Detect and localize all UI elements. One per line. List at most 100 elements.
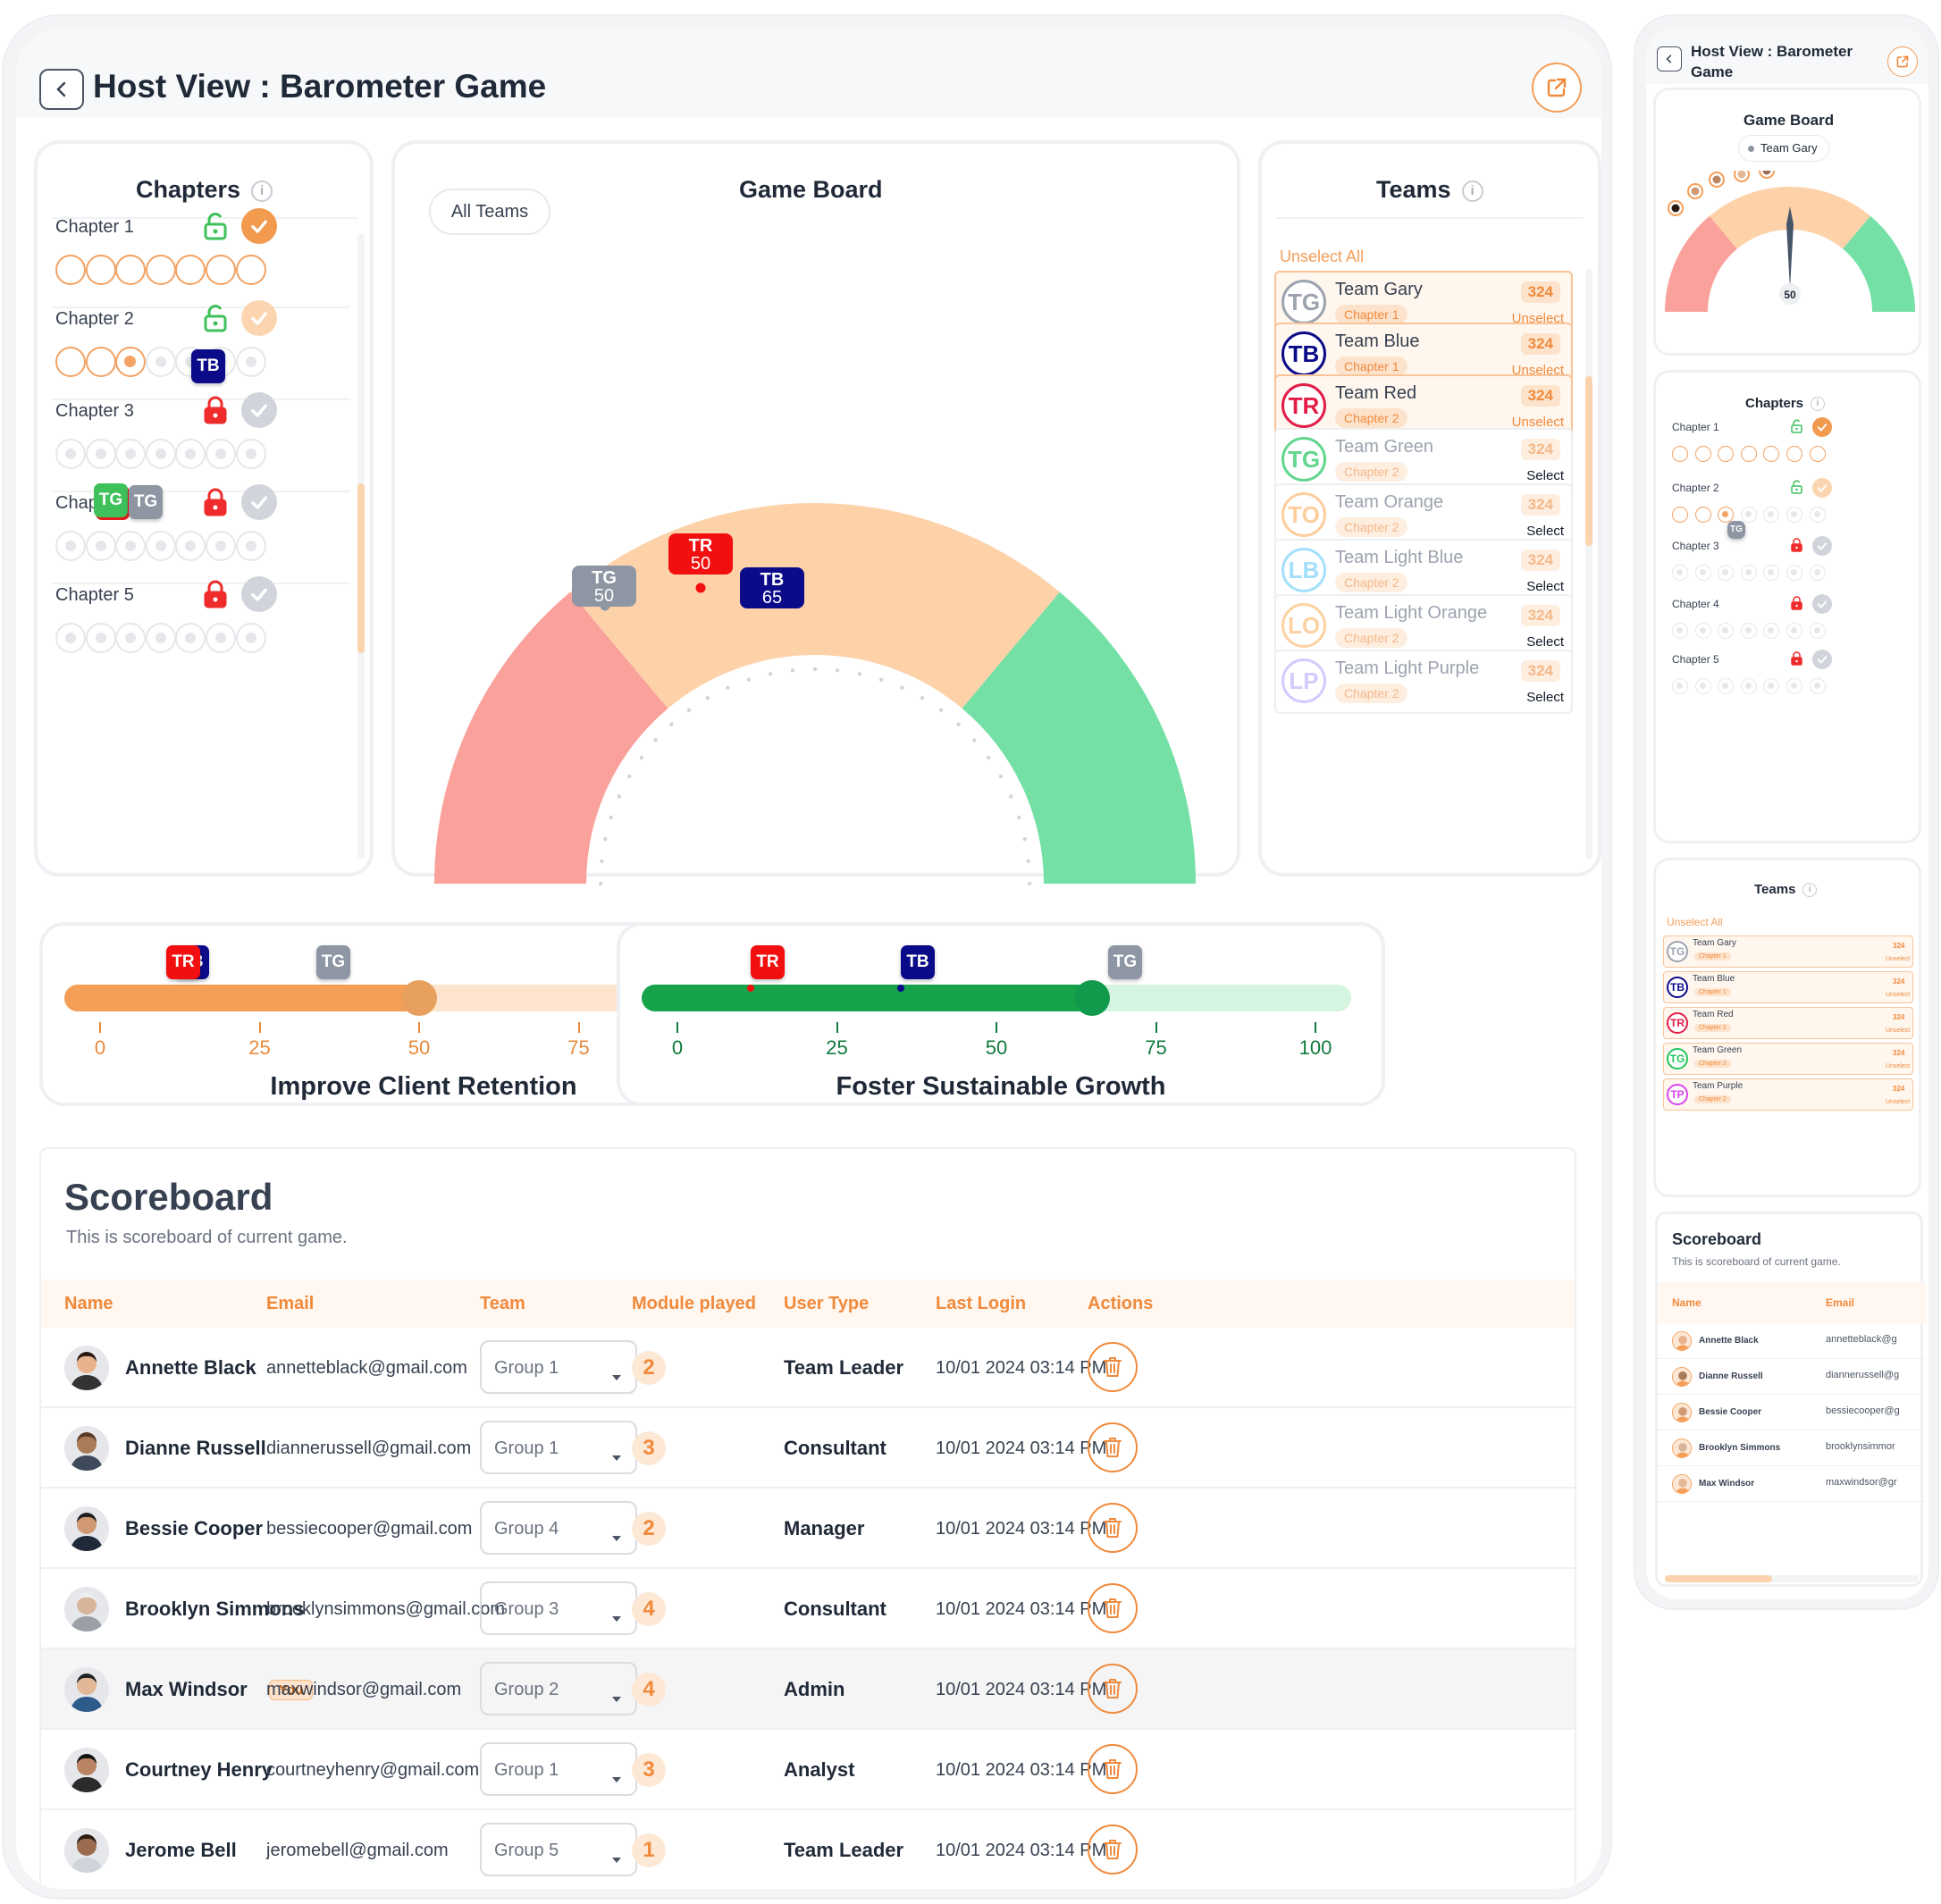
- progress-dot[interactable]: [1763, 446, 1780, 462]
- progress-dot[interactable]: [1786, 507, 1802, 523]
- team-select[interactable]: Group 2: [480, 1662, 637, 1715]
- progress-dot[interactable]: [1672, 507, 1688, 523]
- info-icon[interactable]: i: [1461, 180, 1483, 202]
- teams-scrollbar[interactable]: [1585, 269, 1592, 859]
- mobile-unselect-all-link[interactable]: Unselect All: [1667, 916, 1723, 928]
- progress-dot[interactable]: [1672, 678, 1688, 694]
- chapters-scrollbar[interactable]: [357, 233, 365, 859]
- progress-dot[interactable]: [115, 255, 147, 285]
- progress-dot[interactable]: [206, 531, 236, 561]
- progress-dot[interactable]: [145, 255, 176, 285]
- progress-dot[interactable]: [1763, 507, 1780, 523]
- team-row[interactable]: LP Team Light Purple Chapter 2 324 Select: [1274, 650, 1573, 714]
- progress-dot[interactable]: [1740, 446, 1757, 462]
- team-select[interactable]: Group 1: [480, 1421, 637, 1474]
- progress-dot[interactable]: [85, 531, 116, 561]
- check-circle-icon[interactable]: [1812, 594, 1832, 614]
- unlock-icon[interactable]: [1790, 419, 1803, 438]
- progress-dot[interactable]: [115, 531, 147, 561]
- mobile-team-row[interactable]: TB Team Blue Chapter 1 324 Unselect: [1663, 971, 1913, 1003]
- progress-dot[interactable]: [55, 347, 86, 377]
- lock-icon[interactable]: [202, 396, 229, 424]
- progress-dot[interactable]: [85, 623, 116, 653]
- unselect-team-button[interactable]: Unselect: [1886, 956, 1911, 962]
- progress-dot[interactable]: [1740, 507, 1757, 523]
- unselect-team-button[interactable]: Unselect: [1886, 1027, 1911, 1034]
- progress-dot[interactable]: [235, 439, 266, 469]
- delete-button[interactable]: [1088, 1342, 1138, 1392]
- check-circle-icon[interactable]: [1812, 417, 1832, 437]
- progress-dot[interactable]: [235, 347, 266, 377]
- progress-dot[interactable]: [1694, 623, 1711, 639]
- team-select[interactable]: Group 3: [480, 1581, 637, 1635]
- progress-dot[interactable]: [115, 347, 147, 377]
- back-button[interactable]: [39, 69, 84, 110]
- check-circle-icon[interactable]: [241, 484, 277, 520]
- delete-button[interactable]: [1088, 1664, 1138, 1714]
- slider-track[interactable]: [642, 985, 1351, 1011]
- lock-icon[interactable]: [202, 488, 229, 516]
- progress-dot[interactable]: [145, 439, 176, 469]
- progress-dot[interactable]: [1809, 565, 1826, 581]
- mobile-team-row[interactable]: TG Team Gary Chapter 1 324 Unselect: [1663, 935, 1913, 968]
- unselect-team-button[interactable]: Unselect: [1511, 363, 1564, 378]
- progress-dot[interactable]: [1694, 565, 1711, 581]
- progress-dot[interactable]: [1786, 678, 1802, 694]
- progress-dot[interactable]: [1718, 507, 1735, 523]
- mobile-back-button[interactable]: [1657, 46, 1682, 71]
- progress-dot[interactable]: [1672, 565, 1688, 581]
- progress-dot[interactable]: [115, 439, 147, 469]
- progress-dot[interactable]: [235, 623, 266, 653]
- slider-handle[interactable]: [401, 980, 437, 1016]
- delete-button[interactable]: [1088, 1744, 1138, 1794]
- progress-dot[interactable]: [1718, 565, 1735, 581]
- mobile-team-filter[interactable]: Team Gary: [1738, 135, 1829, 162]
- mobile-open-external-button[interactable]: [1887, 46, 1918, 77]
- progress-dot[interactable]: [175, 255, 206, 285]
- team-row[interactable]: TG Team Gary Chapter 1 324 Unselect: [1274, 271, 1573, 335]
- team-row[interactable]: LB Team Light Blue Chapter 2 324 Select: [1274, 539, 1573, 603]
- check-circle-icon[interactable]: [241, 576, 277, 612]
- mobile-team-row[interactable]: TP Team Purple Chapter 2 324 Unselect: [1663, 1078, 1913, 1111]
- mobile-team-row[interactable]: TG Team Green Chapter 2 324 Unselect: [1663, 1043, 1913, 1075]
- progress-dot[interactable]: [115, 623, 147, 653]
- delete-button[interactable]: [1088, 1824, 1138, 1875]
- progress-dot[interactable]: [145, 531, 176, 561]
- progress-dot[interactable]: [175, 623, 206, 653]
- progress-dot[interactable]: [85, 255, 116, 285]
- progress-dot[interactable]: [1809, 678, 1826, 694]
- progress-dot[interactable]: [1718, 446, 1735, 462]
- check-circle-icon[interactable]: [241, 208, 277, 244]
- progress-dot[interactable]: [206, 623, 236, 653]
- progress-dot[interactable]: [1809, 623, 1826, 639]
- delete-button[interactable]: [1088, 1422, 1138, 1472]
- delete-button[interactable]: [1088, 1503, 1138, 1553]
- progress-dot[interactable]: [1786, 565, 1802, 581]
- select-team-button[interactable]: Select: [1526, 524, 1564, 539]
- check-circle-icon[interactable]: [1812, 650, 1832, 669]
- progress-dot[interactable]: [55, 623, 86, 653]
- progress-dot[interactable]: [55, 255, 86, 285]
- check-circle-icon[interactable]: [241, 300, 277, 336]
- progress-dot[interactable]: [1672, 446, 1688, 462]
- team-select[interactable]: Group 4: [480, 1501, 637, 1555]
- progress-dot[interactable]: [1694, 507, 1711, 523]
- team-select[interactable]: Group 1: [480, 1340, 637, 1394]
- unlock-icon[interactable]: [202, 304, 229, 332]
- check-circle-icon[interactable]: [241, 392, 277, 428]
- unlock-icon[interactable]: [1790, 480, 1803, 499]
- progress-dot[interactable]: [1694, 446, 1711, 462]
- gauge-marker-badge[interactable]: [740, 567, 804, 608]
- progress-dot[interactable]: [1809, 446, 1826, 462]
- progress-dot[interactable]: [235, 255, 266, 285]
- progress-dot[interactable]: [175, 531, 206, 561]
- progress-dot[interactable]: [1786, 446, 1802, 462]
- select-team-button[interactable]: Select: [1526, 579, 1564, 594]
- progress-dot[interactable]: [1763, 565, 1780, 581]
- unselect-team-button[interactable]: Unselect: [1886, 1099, 1911, 1105]
- check-circle-icon[interactable]: [1812, 536, 1832, 556]
- progress-dot[interactable]: [1740, 623, 1757, 639]
- progress-dot[interactable]: [1694, 678, 1711, 694]
- unselect-team-button[interactable]: Unselect: [1511, 415, 1564, 430]
- delete-button[interactable]: [1088, 1583, 1138, 1633]
